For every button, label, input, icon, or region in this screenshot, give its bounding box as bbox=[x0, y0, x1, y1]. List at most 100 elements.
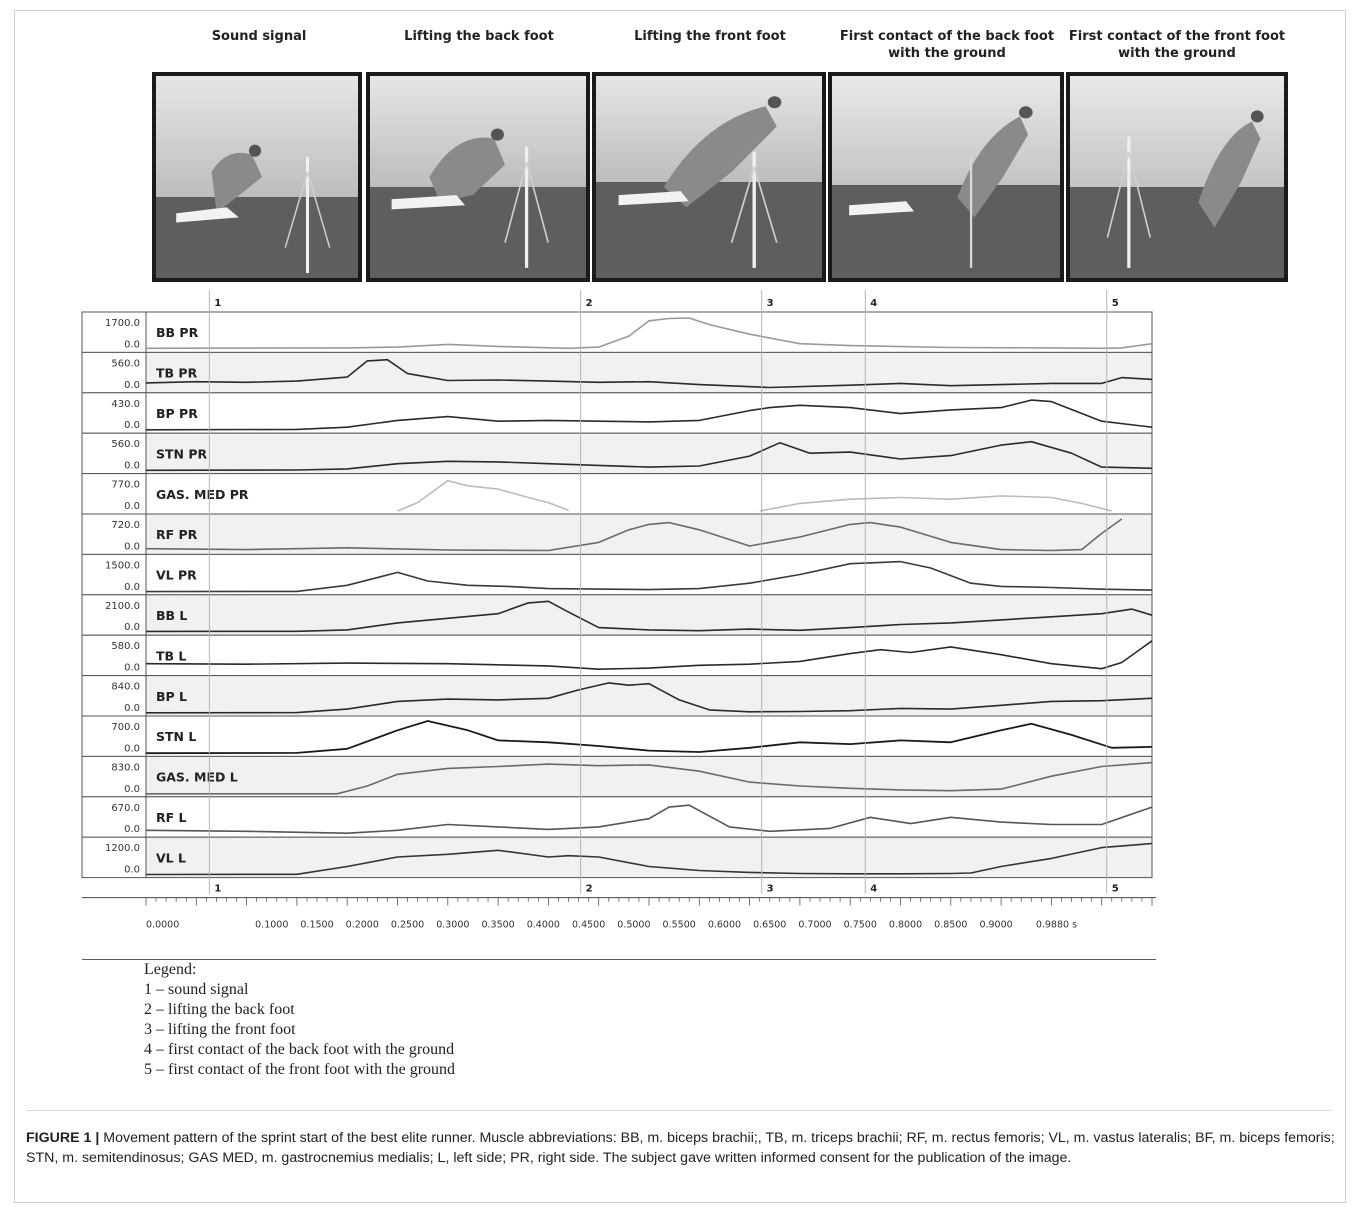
phase-title-5: First contact of the front foot with the… bbox=[1068, 29, 1286, 61]
time-tick-label: 0.1500 bbox=[300, 920, 333, 931]
trace-panel bbox=[145, 553, 1153, 596]
trace-panel bbox=[145, 594, 1153, 636]
time-tick-label: 0.3500 bbox=[481, 920, 514, 931]
y-min-label: 0.0 bbox=[124, 703, 140, 714]
scale-panel bbox=[81, 675, 147, 717]
emg-trace bbox=[145, 804, 1153, 834]
time-tick-label: 0.3000 bbox=[436, 920, 469, 931]
series-label: STN PR bbox=[156, 446, 208, 461]
y-min-label: 0.0 bbox=[124, 501, 140, 512]
trace-panel bbox=[145, 675, 1153, 717]
y-max-label: 2100.0 bbox=[105, 601, 140, 612]
series-label: RF L bbox=[156, 810, 187, 825]
series-label: BP PR bbox=[156, 406, 198, 421]
y-max-label: 560.0 bbox=[111, 439, 140, 450]
trace-panel bbox=[145, 351, 1153, 394]
time-tick-label: 0.7500 bbox=[844, 920, 877, 931]
time-tick-label: 0.2500 bbox=[391, 920, 424, 931]
series-label: GAS. MED PR bbox=[156, 487, 249, 502]
y-max-label: 1500.0 bbox=[105, 560, 140, 571]
time-tick-label: 0.4000 bbox=[527, 920, 560, 931]
time-tick-label: 0.8000 bbox=[889, 920, 922, 931]
figure-caption: FIGURE 1 | Movement pattern of the sprin… bbox=[26, 1128, 1336, 1168]
scale-panel bbox=[81, 311, 147, 353]
time-tick-label: 0.9880 s bbox=[1036, 920, 1077, 931]
time-tick-label: 0.7000 bbox=[798, 920, 831, 931]
emg-trace bbox=[145, 518, 1123, 552]
y-min-label: 0.0 bbox=[124, 420, 140, 431]
scale-panel bbox=[81, 715, 147, 757]
trace-panel bbox=[145, 715, 1153, 757]
y-min-label: 0.0 bbox=[124, 743, 140, 754]
event-marker-label: 2 bbox=[586, 298, 593, 309]
scale-panel bbox=[81, 755, 147, 798]
event-marker-label: 5 bbox=[1112, 884, 1119, 895]
y-max-label: 430.0 bbox=[111, 399, 140, 410]
y-max-label: 580.0 bbox=[111, 641, 140, 652]
legend-item-3: 3 – lifting the front foot bbox=[144, 1021, 296, 1038]
y-min-label: 0.0 bbox=[124, 784, 140, 795]
legend: Legend: 1 – sound signal 2 – lifting the… bbox=[144, 960, 455, 1080]
trace-panel bbox=[145, 755, 1153, 798]
y-max-label: 830.0 bbox=[111, 762, 140, 773]
series-label: BB L bbox=[156, 608, 187, 623]
time-tick-label: 0.1000 bbox=[255, 920, 288, 931]
event-marker-label: 4 bbox=[870, 298, 877, 309]
y-min-label: 0.0 bbox=[124, 824, 140, 835]
time-tick-label: 0.5000 bbox=[617, 920, 650, 931]
photo-lifting-front-foot bbox=[592, 72, 826, 282]
emg-trace bbox=[145, 358, 1153, 389]
event-marker-label: 2 bbox=[586, 884, 593, 895]
scale-panel bbox=[81, 473, 147, 515]
time-tick-label: 0.8500 bbox=[934, 920, 967, 931]
emg-trace bbox=[145, 440, 1153, 472]
series-label: TB L bbox=[156, 648, 186, 663]
emg-trace bbox=[146, 761, 1153, 795]
y-max-label: 720.0 bbox=[111, 520, 140, 531]
emg-trace bbox=[145, 640, 1153, 670]
time-tick-label: 0.6000 bbox=[708, 920, 741, 931]
trace-panel bbox=[145, 836, 1153, 879]
trace-panel bbox=[145, 473, 1153, 515]
phase-title-1: Sound signal bbox=[211, 29, 307, 44]
caption-label: FIGURE 1 | bbox=[26, 1130, 100, 1146]
event-marker-label: 5 bbox=[1112, 298, 1119, 309]
y-min-label: 0.0 bbox=[124, 622, 140, 633]
scale-panel bbox=[81, 836, 147, 879]
y-max-label: 1200.0 bbox=[105, 843, 140, 854]
legend-item-2: 2 – lifting the back foot bbox=[144, 1001, 295, 1018]
photo-sound-signal bbox=[152, 72, 362, 282]
photo-first-contact-back-foot bbox=[828, 72, 1064, 282]
emg-trace bbox=[145, 560, 1153, 593]
event-marker-label: 1 bbox=[214, 298, 221, 309]
series-label: BP L bbox=[156, 689, 187, 704]
time-tick-label: 0.4500 bbox=[572, 920, 605, 931]
series-label: BB PR bbox=[156, 325, 199, 340]
emg-trace bbox=[145, 317, 1153, 350]
phase-title-4: First contact of the back foot with the … bbox=[839, 29, 1055, 61]
y-min-label: 0.0 bbox=[124, 865, 140, 876]
emg-trace bbox=[145, 399, 1153, 431]
series-label: VL PR bbox=[156, 568, 197, 583]
scale-panel bbox=[81, 594, 147, 636]
series-label: RF PR bbox=[156, 527, 198, 542]
y-min-label: 0.0 bbox=[124, 380, 140, 391]
series-label: TB PR bbox=[156, 366, 198, 381]
y-max-label: 670.0 bbox=[111, 803, 140, 814]
scale-panel bbox=[81, 553, 147, 596]
legend-item-4: 4 – first contact of the back foot with … bbox=[144, 1041, 455, 1058]
emg-trace bbox=[145, 600, 1153, 633]
emg-trace bbox=[145, 842, 1153, 876]
y-min-label: 0.0 bbox=[124, 461, 140, 472]
scale-panel bbox=[81, 513, 147, 555]
figure-frame bbox=[14, 10, 1346, 1203]
y-max-label: 560.0 bbox=[111, 358, 140, 369]
trace-panel bbox=[145, 311, 1153, 353]
event-marker-label: 4 bbox=[870, 884, 877, 895]
trace-panel bbox=[145, 796, 1153, 838]
y-min-label: 0.0 bbox=[124, 339, 140, 350]
y-min-label: 0.0 bbox=[124, 582, 140, 593]
time-tick-label: 0.5500 bbox=[663, 920, 696, 931]
event-marker-label: 1 bbox=[214, 884, 221, 895]
